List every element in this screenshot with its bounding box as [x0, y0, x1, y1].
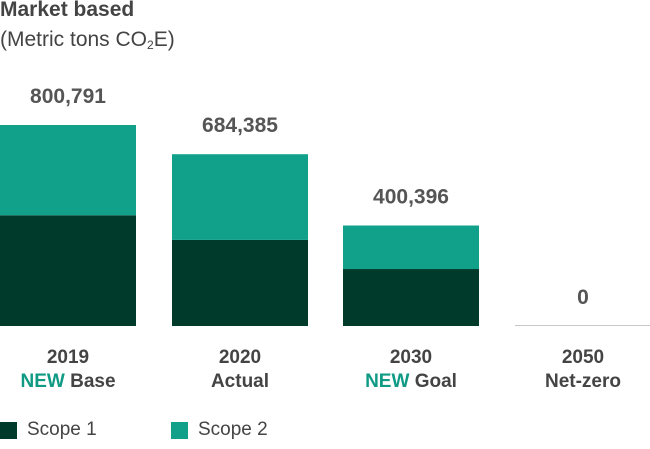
legend-label-scope-1: Scope 1 — [27, 419, 97, 440]
bar-2020-scope-1 — [172, 239, 308, 326]
subtitle-suffix: E) — [153, 28, 175, 51]
category-label-2030: NEW Goal — [365, 371, 457, 392]
category-name-2030: Goal — [415, 371, 457, 392]
stacked-bar-chart: 800,791 2019 NEW Base 684,385 2020 Actual 400,… — [0, 85, 650, 392]
category-highlight-2019: NEW — [20, 371, 70, 392]
legend-item-scope-1: Scope 1 — [0, 419, 97, 441]
total-label-2030: 400,396 — [373, 185, 449, 208]
category-name-2020: Actual — [211, 371, 269, 392]
category-label-2050: Net-zero — [545, 371, 621, 392]
chart-subtitle: (Metric tons CO2E) — [0, 28, 175, 52]
category-name-2050: Net-zero — [545, 371, 621, 392]
category-year-2030: 2030 — [390, 347, 432, 368]
bar-2019-scope-1 — [0, 215, 136, 326]
category-label-2019: NEW Base — [20, 371, 115, 392]
category-label-2020: Actual — [211, 371, 269, 392]
category-year-2050: 2050 — [562, 347, 604, 368]
legend-item-scope-2: Scope 2 — [171, 419, 268, 441]
subtitle-subscript: 2 — [147, 38, 154, 52]
bar-2030-scope-1 — [343, 269, 479, 326]
category-year-2020: 2020 — [219, 347, 261, 368]
legend-swatch-scope-1 — [0, 421, 17, 439]
category-name-2019: Base — [70, 371, 115, 392]
total-label-2020: 684,385 — [202, 114, 278, 137]
bar-2019-scope-2 — [0, 125, 136, 216]
bar-2030-scope-2 — [343, 225, 479, 270]
total-label-2019: 800,791 — [30, 85, 106, 108]
legend-label-scope-2: Scope 2 — [198, 419, 268, 440]
legend-swatch-scope-2 — [171, 421, 188, 439]
subtitle-prefix: (Metric tons CO — [0, 28, 148, 51]
chart-title: Market based — [0, 0, 135, 21]
bar-2020-scope-2 — [172, 154, 308, 240]
total-label-2050: 0 — [577, 286, 589, 309]
category-highlight-2030: NEW — [365, 371, 415, 392]
category-year-2019: 2019 — [47, 347, 89, 368]
